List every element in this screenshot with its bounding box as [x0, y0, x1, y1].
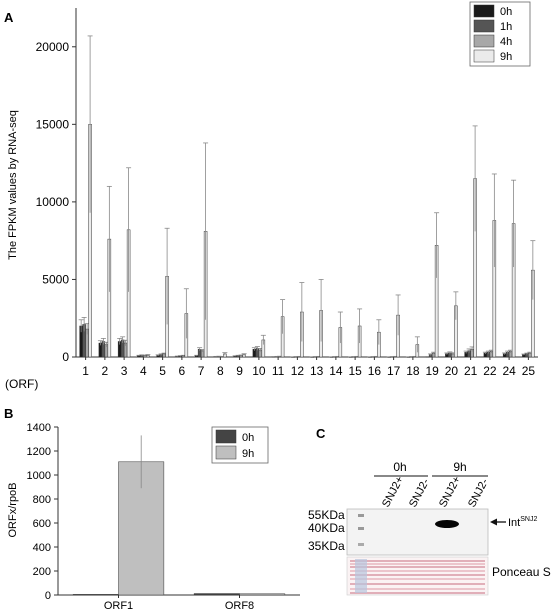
x-tick-label: 13 — [310, 364, 324, 378]
panel-a-legend: 0h 1h 4h 9h — [469, 1, 531, 67]
ponceau-band — [350, 588, 485, 590]
y-tick-label: 1000 — [27, 470, 51, 482]
y-tick-label: 400 — [33, 542, 51, 554]
ponceau-band — [350, 574, 485, 576]
x-tick-label: 14 — [329, 364, 343, 378]
y-tick-label: 600 — [33, 518, 51, 530]
panel-a-xaxis-title: (ORF) — [5, 377, 38, 391]
y-tick-label: 0 — [62, 350, 69, 364]
x-tick-label: 15 — [348, 364, 362, 378]
panel-b: B ORFx/rpoB 0 200 400 600 800 1000 1200 1400 ORF… — [4, 406, 300, 612]
marker-55kda: 55KDa — [308, 508, 345, 522]
x-tick-label: 17 — [387, 364, 401, 378]
legend-label: 0h — [500, 6, 512, 18]
y-tick-label: 0 — [45, 590, 51, 602]
x-tick-label: 12 — [291, 364, 305, 378]
ladder-band-35 — [358, 543, 364, 546]
x-tick-label: 2 — [102, 364, 109, 378]
ponceau-label: Ponceau S — [492, 565, 551, 579]
ladder-band-40 — [358, 527, 364, 530]
legend-label: 9h — [500, 51, 512, 63]
lane-label-1: SNJ2+ — [380, 474, 406, 509]
marker-35kda: 35KDa — [308, 539, 345, 553]
legend-swatch — [215, 445, 237, 460]
legend-label: 4h — [500, 36, 512, 48]
ponceau-band — [350, 578, 485, 580]
x-tick-label: 22 — [483, 364, 497, 378]
marker-40kda: 40KDa — [308, 521, 345, 535]
x-tick-label: 10 — [252, 364, 266, 378]
ladder-band-55 — [358, 514, 364, 517]
lane-label-3: SNJ2+ — [437, 474, 463, 509]
legend-swatch — [473, 19, 495, 33]
arrow-head-icon — [490, 518, 497, 526]
bar — [239, 593, 286, 596]
y-tick-label: 20000 — [36, 40, 70, 54]
panel-c-label: C — [316, 426, 326, 441]
time-label-0h: 0h — [393, 460, 406, 474]
ponceau-band — [350, 563, 485, 565]
panel-a: A The FPKM values by RNA-seq (ORF) 0 5000… — [4, 1, 538, 391]
x-tick-label: 19 — [425, 364, 439, 378]
ponceau-ladder-lane — [355, 559, 367, 593]
x-tick-label: 9 — [236, 364, 243, 378]
x-tick-label: 8 — [217, 364, 224, 378]
legend-swatch — [473, 34, 495, 48]
int-snj2-label: IntSNJ2 — [508, 516, 537, 529]
legend-swatch — [473, 49, 495, 63]
ponceau-stain — [346, 556, 489, 596]
y-tick-label: 800 — [33, 494, 51, 506]
y-tick-label: 10000 — [36, 195, 70, 209]
panel-a-label: A — [4, 10, 14, 25]
y-tick-label: 200 — [33, 566, 51, 578]
x-tick-label: 21 — [464, 364, 478, 378]
bar — [72, 594, 119, 596]
bar — [193, 593, 240, 596]
ponceau-band — [350, 570, 485, 572]
x-tick-label: 5 — [159, 364, 166, 378]
ponceau-band — [350, 583, 485, 585]
x-tick-label: 24 — [502, 364, 516, 378]
panel-b-label: B — [4, 406, 13, 421]
ponceau-band — [350, 592, 485, 594]
y-tick-label: 15000 — [36, 117, 70, 131]
x-tick-label: 3 — [121, 364, 128, 378]
x-tick-label: 1 — [82, 364, 89, 378]
western-blot — [346, 508, 489, 556]
x-tick-label: 25 — [522, 364, 536, 378]
x-tick-label: 4 — [140, 364, 147, 378]
panel-a-ylabel: The FPKM values by RNA-seq — [7, 110, 19, 260]
legend-label: 0h — [242, 432, 254, 444]
y-tick-label: 1400 — [27, 422, 51, 434]
x-tick-label: 18 — [406, 364, 420, 378]
x-tick-label: 20 — [445, 364, 459, 378]
lane-label-4: SNJ2- — [466, 476, 491, 509]
legend-swatch — [473, 4, 495, 18]
y-tick-label: 5000 — [42, 272, 69, 286]
x-tick-label: 16 — [368, 364, 382, 378]
legend-label: 1h — [500, 21, 512, 33]
panel-b-ylabel: ORFx/rpoB — [7, 482, 19, 537]
ponceau-band — [350, 560, 485, 562]
x-tick-label: ORF8 — [225, 600, 254, 611]
lane-label-2: SNJ2- — [407, 476, 432, 509]
time-label-9h: 9h — [453, 460, 466, 474]
x-tick-label: ORF1 — [104, 600, 133, 611]
x-tick-label: 7 — [198, 364, 205, 378]
legend-swatch — [215, 429, 237, 444]
panel-c: C 0h 9h SNJ2+ SNJ2- SNJ2+ SNJ2- 55KDa 40… — [308, 426, 551, 596]
x-tick-label: 6 — [179, 364, 186, 378]
ponceau-band — [350, 566, 485, 568]
legend-label: 9h — [242, 448, 254, 460]
int-snj2-band — [435, 520, 459, 528]
x-tick-label: 11 — [272, 364, 285, 378]
y-tick-label: 1200 — [27, 446, 51, 458]
